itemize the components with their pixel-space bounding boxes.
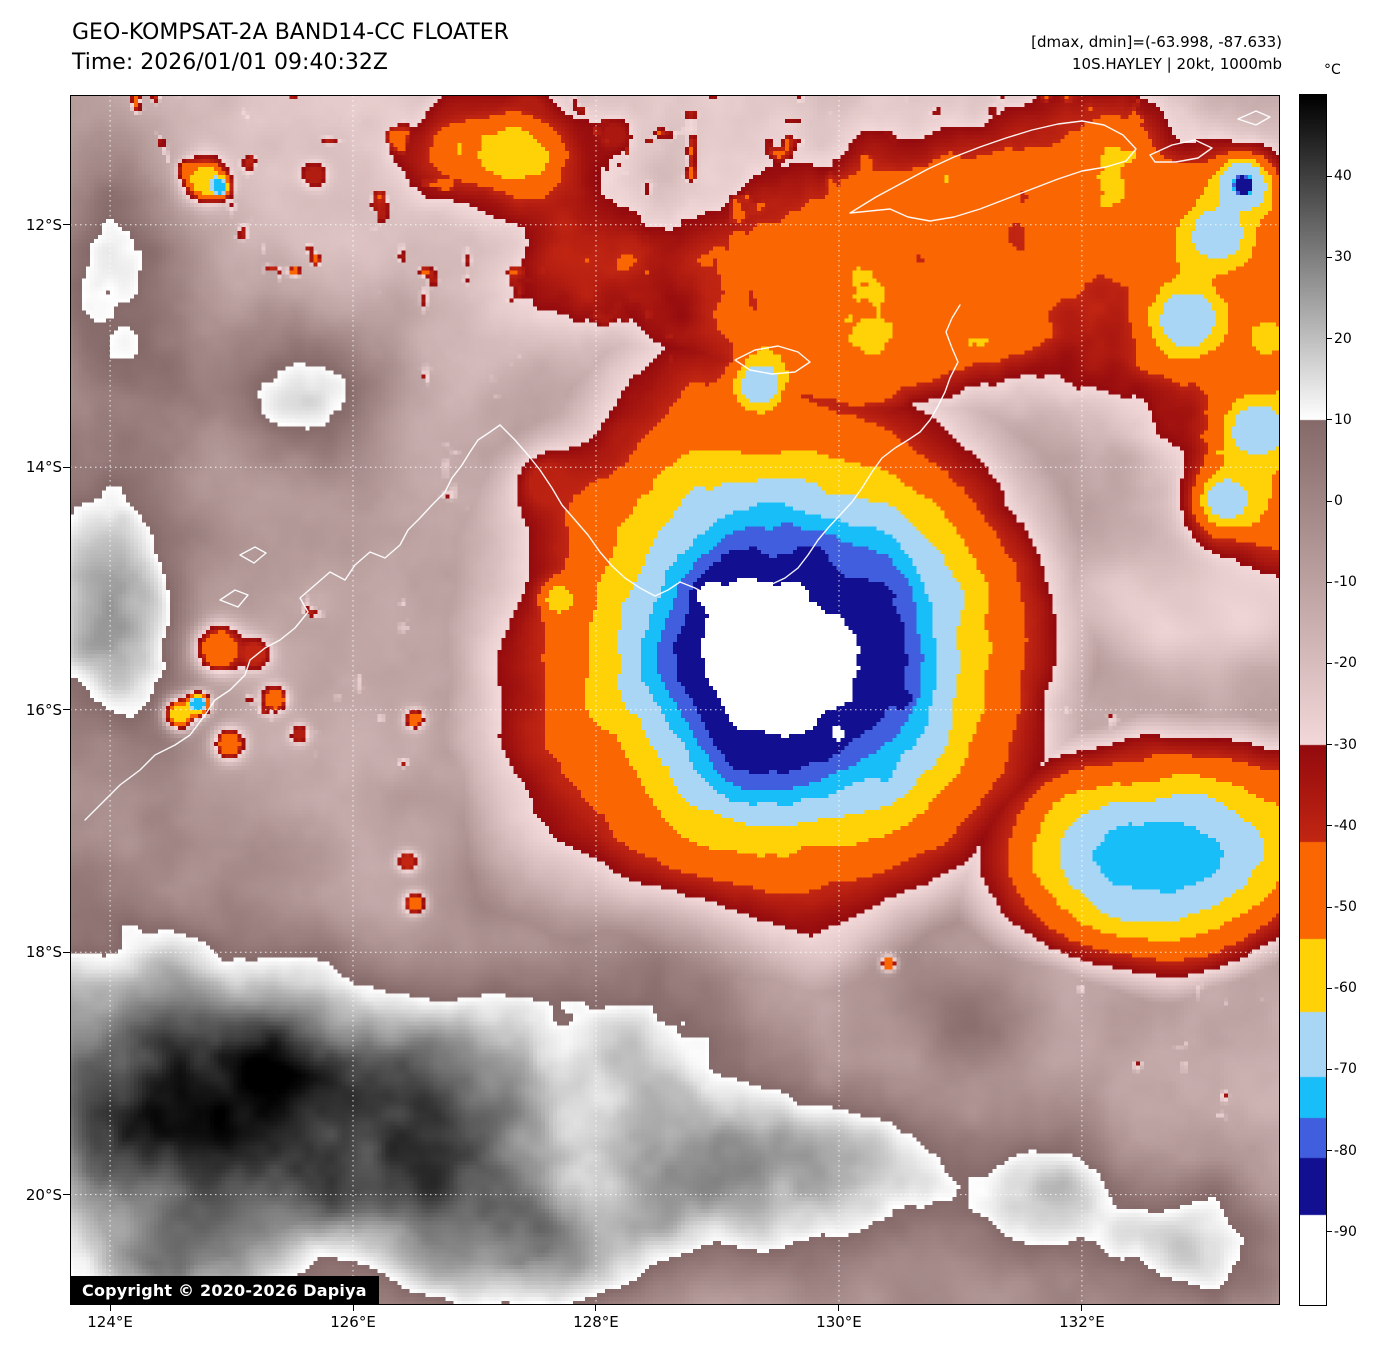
colorbar-tick-label: -20 bbox=[1334, 655, 1357, 672]
colorbar-tick-mark bbox=[1327, 500, 1332, 502]
x-tick-mark bbox=[1081, 1305, 1083, 1311]
grid-coastline-overlay bbox=[70, 95, 1280, 1305]
coastline bbox=[84, 424, 501, 821]
timestamp: Time: 2026/01/01 09:40:32Z bbox=[72, 50, 388, 76]
title-block: GEO-KOMPSAT-2A BAND14-CC FLOATER Time: 2… bbox=[72, 18, 509, 79]
y-tick-label: 20°S bbox=[25, 1185, 62, 1204]
x-tick-mark bbox=[595, 1305, 597, 1311]
x-tick-mark bbox=[838, 1305, 840, 1311]
colorbar-tick-label: 40 bbox=[1334, 168, 1352, 185]
colorbar-tick-mark bbox=[1327, 256, 1332, 258]
colorbar-unit-label: °C bbox=[1324, 62, 1341, 78]
coastline bbox=[239, 546, 267, 564]
colorbar-tick-mark bbox=[1327, 1150, 1332, 1152]
colorbar-tick-mark bbox=[1327, 581, 1332, 583]
y-tick-mark bbox=[63, 1194, 70, 1196]
y-tick-mark bbox=[63, 466, 70, 468]
colorbar-tick-label: -80 bbox=[1334, 1142, 1357, 1159]
y-tick-mark bbox=[63, 951, 70, 953]
colorbar-tick-label: 20 bbox=[1334, 330, 1352, 347]
y-tick-mark bbox=[63, 224, 70, 226]
colorbar-tick-label: -50 bbox=[1334, 899, 1357, 916]
coastline bbox=[1149, 139, 1213, 163]
y-tick-label: 18°S bbox=[25, 943, 62, 962]
colorbar-tick-label: 30 bbox=[1334, 249, 1352, 266]
colorbar-tick-mark bbox=[1327, 744, 1332, 746]
x-tick-mark bbox=[352, 1305, 354, 1311]
map-border bbox=[70, 95, 1280, 1305]
dmax-dmin-readout: [dmax, dmin]=(-63.998, -87.633) bbox=[1031, 33, 1282, 51]
colorbar-tick-mark bbox=[1327, 175, 1332, 177]
coastline bbox=[734, 345, 811, 375]
colorbar-tick-label: -40 bbox=[1334, 817, 1357, 834]
x-tick-label: 124°E bbox=[87, 1313, 133, 1331]
x-tick-mark bbox=[109, 1305, 111, 1311]
y-tick-label: 16°S bbox=[25, 700, 62, 719]
coastline bbox=[219, 589, 249, 608]
y-tick-mark bbox=[63, 709, 70, 711]
colorbar-tick-mark bbox=[1327, 1231, 1332, 1233]
colorbar-tick-label: -30 bbox=[1334, 736, 1357, 753]
colorbar-tick-label: 10 bbox=[1334, 411, 1352, 428]
colorbar-tick-mark bbox=[1327, 338, 1332, 340]
x-tick-label: 132°E bbox=[1059, 1313, 1105, 1331]
coastline bbox=[1237, 110, 1271, 126]
coastline bbox=[849, 120, 1137, 222]
x-tick-label: 126°E bbox=[330, 1313, 376, 1331]
colorbar-tick-mark bbox=[1327, 906, 1332, 908]
colorbar-tick-label: -10 bbox=[1334, 574, 1357, 591]
colorbar-tick-mark bbox=[1327, 987, 1332, 989]
x-tick-label: 128°E bbox=[573, 1313, 619, 1331]
annotation-block: [dmax, dmin]=(-63.998, -87.633) 10S.HAYL… bbox=[1031, 32, 1282, 76]
page-title: GEO-KOMPSAT-2A BAND14-CC FLOATER bbox=[72, 20, 509, 45]
colorbar-tick-mark bbox=[1327, 1068, 1332, 1070]
colorbar-tick-mark bbox=[1327, 419, 1332, 421]
y-tick-label: 14°S bbox=[25, 458, 62, 477]
colorbar-tick-label: -60 bbox=[1334, 980, 1357, 997]
satellite-image-canvas bbox=[70, 95, 1280, 1305]
storm-info: 10S.HAYLEY | 20kt, 1000mb bbox=[1072, 54, 1282, 73]
satellite-map: Copyright © 2020-2026 Dapiya bbox=[70, 95, 1280, 1305]
x-tick-label: 130°E bbox=[816, 1313, 862, 1331]
colorbar-tick-label: 0 bbox=[1334, 493, 1343, 510]
colorbar-tick-label: -70 bbox=[1334, 1061, 1357, 1078]
copyright-label: Copyright © 2020-2026 Dapiya bbox=[70, 1276, 379, 1305]
colorbar-gradient bbox=[1300, 95, 1326, 1305]
y-tick-label: 12°S bbox=[25, 215, 62, 234]
colorbar-tick-mark bbox=[1327, 825, 1332, 827]
colorbar-tick-mark bbox=[1327, 662, 1332, 664]
colorbar-tick-label: -90 bbox=[1334, 1223, 1357, 1240]
coastline bbox=[499, 304, 961, 601]
